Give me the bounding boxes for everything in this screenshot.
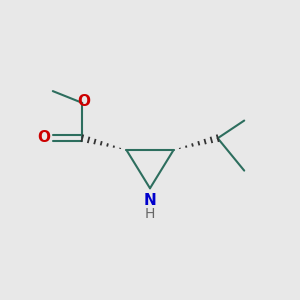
- Text: O: O: [77, 94, 90, 109]
- Text: H: H: [145, 207, 155, 221]
- Text: N: N: [144, 193, 156, 208]
- Text: O: O: [38, 130, 50, 145]
